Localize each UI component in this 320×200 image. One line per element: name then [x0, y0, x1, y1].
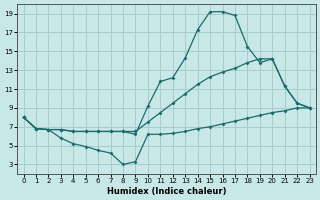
X-axis label: Humidex (Indice chaleur): Humidex (Indice chaleur) — [107, 187, 226, 196]
